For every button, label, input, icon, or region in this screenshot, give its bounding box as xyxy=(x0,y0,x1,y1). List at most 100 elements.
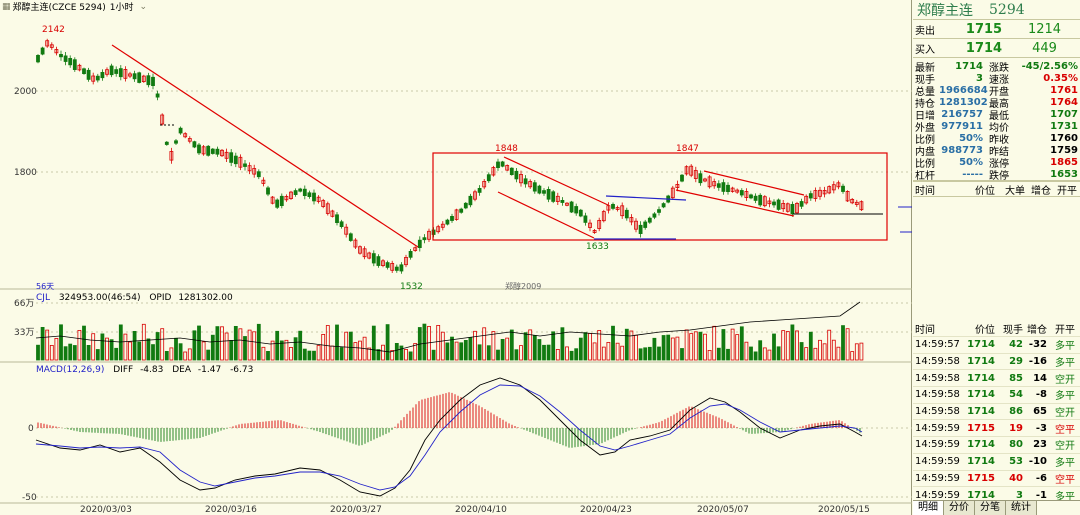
trade-price: 1714 xyxy=(967,389,995,401)
volume-bar xyxy=(652,337,657,361)
candle-body xyxy=(693,170,698,179)
candle-body xyxy=(542,190,546,194)
stat-value: 1865 xyxy=(1050,156,1078,168)
candle-body xyxy=(302,188,307,196)
volume-bar xyxy=(486,345,491,361)
volume-bar xyxy=(818,339,822,361)
trade-qty: 42 xyxy=(1009,339,1023,351)
quote-title: 郑醇主连 5294 xyxy=(913,0,1080,20)
candle-body xyxy=(509,167,514,175)
stat-value: 50% xyxy=(959,132,983,144)
candle-body xyxy=(169,151,174,161)
tab-0[interactable]: 明细 xyxy=(913,501,944,515)
volume-bar xyxy=(358,340,362,361)
trade-qty: 53 xyxy=(1009,456,1023,468)
tab-1[interactable]: 分价 xyxy=(944,501,975,515)
grid-icon[interactable]: ▦ xyxy=(2,1,11,12)
candle-body xyxy=(422,237,427,241)
candle-body xyxy=(721,182,726,192)
candle-body xyxy=(689,165,694,176)
volume-bar xyxy=(284,339,289,361)
trade-row: 14:59:59 1714 53 -10 多平 xyxy=(913,452,1080,470)
volume-header: CJL 324953.00(46:54) OPID 1281302.00 xyxy=(36,293,233,303)
candle-body xyxy=(569,201,574,213)
stat-value: 988773 xyxy=(941,144,983,156)
tab-3[interactable]: 统计 xyxy=(1006,501,1037,515)
volume-bar xyxy=(772,333,776,361)
volume-bar xyxy=(712,325,717,361)
volume-bar xyxy=(496,349,500,361)
candle-body xyxy=(68,58,73,66)
volume-bar xyxy=(261,346,266,361)
date-label-1: 2020/03/16 xyxy=(205,505,257,515)
chevron-down-icon[interactable]: ⌄ xyxy=(139,1,148,12)
candle-body xyxy=(822,189,827,195)
volume-bar xyxy=(270,340,275,361)
volume-bar xyxy=(220,326,224,361)
volume-bar xyxy=(813,347,818,361)
trade-time: 14:59:58 xyxy=(915,356,960,368)
trade-list[interactable]: 时间 价位 现手 增仓 开平 14:59:57 1714 42 -32 多平 14:59:… xyxy=(913,320,1080,503)
candle-body xyxy=(123,69,128,79)
volume-bar xyxy=(77,329,82,361)
volume-bar xyxy=(799,342,804,361)
stat-label: 最高 xyxy=(989,98,1009,110)
stat-label: 最低 xyxy=(989,110,1009,122)
channel-lower-1 xyxy=(497,191,595,239)
candle-body xyxy=(836,182,841,188)
candle-body xyxy=(845,190,850,202)
candle-body xyxy=(739,190,744,196)
candle-body xyxy=(463,202,468,209)
candle-body xyxy=(440,223,445,228)
candle-body xyxy=(160,114,165,125)
volume-bar xyxy=(726,348,730,361)
tab-2[interactable]: 分笔 xyxy=(975,501,1006,515)
chart-toolbar: ▦ 郑醇主连(CZCE 5294) 1小时 ⌄ xyxy=(0,0,912,14)
stat-value: 1966684 xyxy=(939,84,988,96)
volume-bar xyxy=(376,349,381,361)
candle-body xyxy=(220,149,224,157)
stat-value: -45/2.56% xyxy=(1021,60,1078,72)
kline-chart[interactable]: 2000 1800 66万 33万 0 -50 2142 1532 1848 1… xyxy=(0,0,912,515)
chart-area[interactable]: 2000 1800 66万 33万 0 -50 2142 1532 1848 1… xyxy=(0,0,912,515)
volume-bar xyxy=(413,343,418,361)
volume-bar xyxy=(583,332,588,361)
volume-bar xyxy=(555,348,560,361)
volume-bar xyxy=(578,337,583,361)
candle-body xyxy=(417,239,422,248)
candle-body xyxy=(100,72,105,79)
volume-bar xyxy=(192,330,197,361)
candle-body xyxy=(399,264,404,272)
candle-body xyxy=(776,199,781,210)
label-peak2: 1847 xyxy=(676,144,699,154)
volume-axis-label-33: 33万 xyxy=(14,328,34,338)
trade-type: 空平 xyxy=(1055,474,1075,486)
candle-body xyxy=(376,256,381,266)
volume-bar xyxy=(72,345,77,361)
channel-upper-2 xyxy=(703,170,805,196)
volume-bar xyxy=(560,327,565,361)
candle-body xyxy=(758,194,763,206)
volume-bar xyxy=(795,330,799,361)
stat-label: 开盘 xyxy=(989,86,1009,98)
volume-bar xyxy=(735,334,740,361)
stat-label: 比例 xyxy=(915,134,935,146)
stat-value: 1764 xyxy=(1050,96,1078,108)
candle-body xyxy=(555,195,560,202)
candle-body xyxy=(712,181,717,187)
price-axis-label-1800: 1800 xyxy=(14,168,37,178)
candle-body xyxy=(298,188,303,192)
stat-value: ----- xyxy=(962,168,983,180)
trade-qty: 19 xyxy=(1009,422,1023,434)
period-select[interactable]: 1小时 xyxy=(109,3,134,13)
candle-body xyxy=(436,226,441,233)
volume-bar xyxy=(845,328,850,361)
trade-row: 14:59:58 1714 86 65 空开 xyxy=(913,402,1080,420)
stat-value: 1761 xyxy=(1050,84,1078,96)
candlestick-series xyxy=(36,38,864,274)
stat-value: 1759 xyxy=(1050,144,1078,156)
trade-time: 14:59:59 xyxy=(915,439,960,451)
candle-body xyxy=(312,192,316,202)
volume-bars xyxy=(36,323,864,361)
volume-bar xyxy=(836,346,841,361)
